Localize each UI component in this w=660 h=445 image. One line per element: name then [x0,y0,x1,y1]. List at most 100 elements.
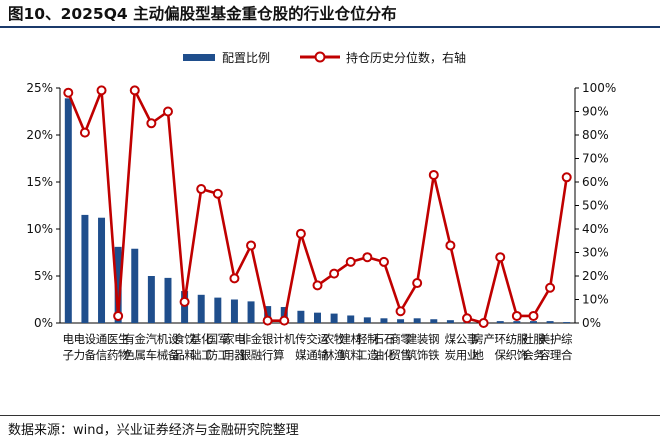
x-label-char: 药 [107,348,119,362]
x-label-char: 产 [483,332,495,346]
line-point-食品饮料 [179,296,190,307]
x-label-char: 保 [494,348,506,362]
x-label-char: 石 [373,332,385,346]
x-label-传媒: 传媒 [295,332,307,362]
x-label-综合: 综合 [561,332,573,362]
y-right-tick-label: 30% [582,246,609,260]
x-label-char: 渔 [334,348,346,362]
title-divider [0,26,660,28]
y-left-tick-label: 20% [26,128,53,142]
x-label-char: 食 [173,332,185,346]
bar-通信 [98,217,106,323]
x-label-char: 非 [240,332,252,346]
chart-title: 图10、2025Q4 主动偏股型基金重仓股的行业仓位分布 [8,5,397,23]
x-axis-labels: 电子电力设备通信医药生物有色金属汽车机械设备食品饮料基础化工国防军工家用电器非银… [63,332,573,362]
y-right-tick-label: 80% [582,128,609,142]
x-label-char: 运 [317,332,329,346]
x-label-char: 筑 [406,348,418,362]
x-label-char: 子 [63,348,75,362]
x-label-char: 务 [533,348,545,362]
y-right-tick-label: 100% [582,81,616,95]
x-label-char: 农 [323,332,335,346]
footer-divider [0,415,660,416]
x-label-char: 理 [550,348,562,362]
x-label-char: 护 [550,332,562,346]
bar-基础化工 [197,294,205,323]
x-label-char: 售 [400,348,412,362]
line-point-农林牧渔 [329,268,340,279]
x-label-char: 电 [74,332,86,346]
x-label-环保: 环保 [494,332,506,362]
line-point-商贸零售 [395,306,406,317]
x-label-char: 汽 [146,332,158,346]
x-label-char: 础 [190,348,202,362]
x-label-char: 品 [173,348,185,362]
bar-建筑材料 [347,315,355,323]
legend-bar-label: 配置比例 [222,51,270,65]
line-point-通信 [96,85,107,96]
line-point-建筑装饰 [412,278,423,289]
x-label-char: 纺 [506,332,518,346]
axes: 0% 5% 10% 15% 20% 25% 0% 10% 20% 30% 40% 50% 60% 70% 8… [26,81,616,330]
x-label-char: 商 [389,332,401,346]
x-label-char: 轻 [356,332,368,346]
bar-社会服务 [529,321,537,323]
line-point-钢铁 [428,169,439,180]
x-label-char: 煤 [445,332,457,346]
bar-电子 [64,98,72,323]
x-label-char: 国 [207,332,219,346]
bar-国防军工 [214,297,222,323]
bar-家用电器 [230,299,238,323]
x-label-char: 工 [356,348,368,362]
line-point-社会服务 [528,310,539,321]
x-label-char: 建 [339,332,351,346]
line-point-非银金融 [246,240,257,251]
x-label-char: 机 [157,332,169,346]
x-label-char: 医 [107,332,119,346]
x-label-char: 制 [367,332,379,346]
x-label-char: 美 [539,332,551,346]
y-right-tick-label: 20% [582,269,609,283]
bar-商贸零售 [397,319,405,323]
industry-position-chart: 配置比例 持仓历史分位数，右轴 0% 5% 10% 15% 20% 25% 0% 10% 20%… [26,50,616,362]
x-label-通信: 通信 [96,332,108,362]
x-label-char: 车 [146,348,158,362]
bar-煤炭 [446,320,454,323]
x-label-char: 电 [63,332,75,346]
y-left-tick-label: 15% [26,175,53,189]
y-right-tick-label: 50% [582,199,609,213]
line-point-交通运输 [312,280,323,291]
x-label-char: 织 [506,348,518,362]
x-label-char: 工 [201,348,213,362]
bar-食品饮料 [181,291,189,323]
bar-有色金属 [131,248,139,323]
line-point-公用事业 [462,313,473,324]
x-label-char: 地 [472,348,484,362]
x-label-char: 银 [240,348,252,362]
y-right-tick-label: 10% [582,293,609,307]
bar-石油石化 [380,318,388,323]
y-right-tick-label: 0% [582,316,601,330]
y-left-tick-label: 5% [34,269,53,283]
x-label-char: 输 [317,348,329,362]
x-label-char: 化 [201,332,213,346]
x-label-char: 业 [467,348,479,362]
legend: 配置比例 持仓历史分位数，右轴 [183,50,466,65]
bar-美容护理 [546,321,554,323]
bar-电力设备 [81,214,89,323]
x-label-char: 备 [168,348,180,362]
line-point-石油石化 [378,256,389,267]
x-label-char: 零 [400,332,412,346]
x-label-char: 械 [157,348,169,362]
x-label-char: 造 [367,348,379,362]
x-label-钢铁: 钢铁 [428,332,440,362]
